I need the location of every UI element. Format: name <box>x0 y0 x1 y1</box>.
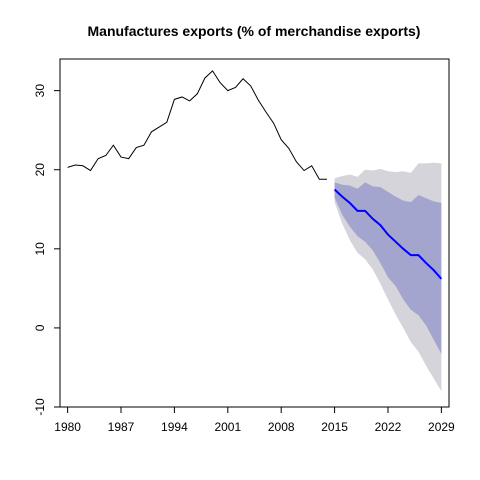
x-tick-label: 2022 <box>375 420 402 434</box>
chart-title: Manufactures exports (% of merchandise e… <box>88 23 421 39</box>
x-axis: 1980 1987 1994 2001 2008 2015 2022 2029 <box>54 407 455 434</box>
y-tick-label: -10 <box>33 398 47 416</box>
x-tick-label: 1987 <box>108 420 135 434</box>
lines-layer <box>67 70 443 280</box>
forecast-line <box>333 188 443 280</box>
x-tick-label: 2029 <box>428 420 455 434</box>
history-line <box>67 70 327 180</box>
y-axis: -10 0 10 20 30 <box>33 84 60 416</box>
y-tick-label: 30 <box>33 84 47 98</box>
x-tick-label: 1994 <box>161 420 188 434</box>
plot-frame <box>59 58 450 408</box>
y-tick-label: 20 <box>33 163 47 177</box>
y-tick-label: 10 <box>33 242 47 256</box>
band-80 <box>334 182 442 355</box>
y-tick-label: 0 <box>33 324 47 331</box>
x-tick-label: 1980 <box>54 420 81 434</box>
x-tick-label: 2001 <box>214 420 241 434</box>
band-80-layer <box>334 182 442 355</box>
x-tick-label: 2015 <box>321 420 348 434</box>
x-tick-label: 2008 <box>268 420 295 434</box>
